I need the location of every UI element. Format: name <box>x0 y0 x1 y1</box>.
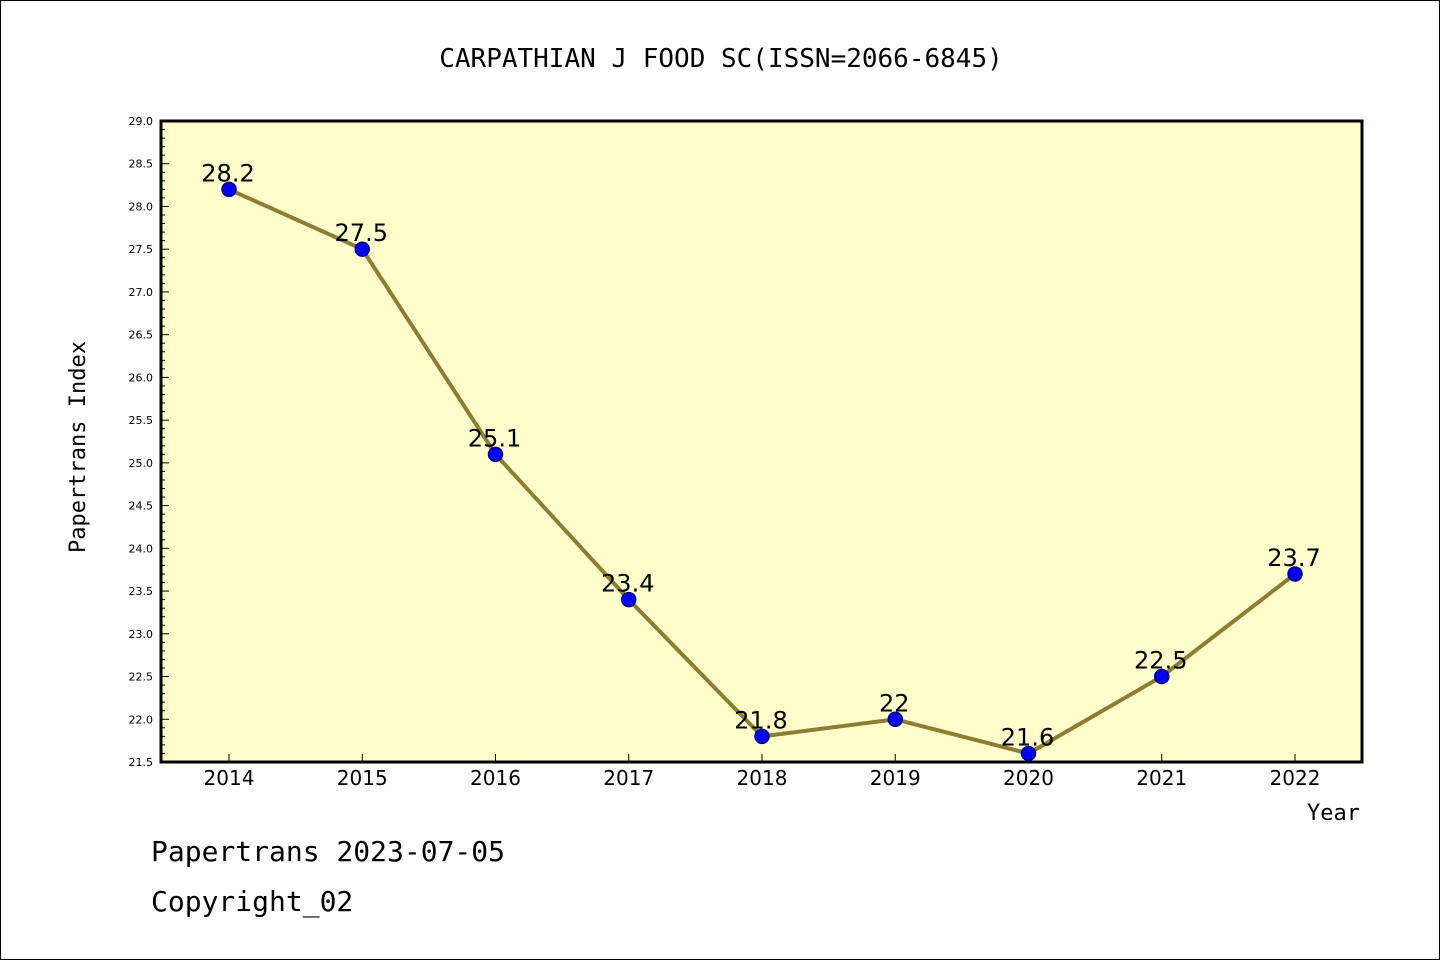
x-tick-label: 2022 <box>1270 766 1321 790</box>
footer-date: Papertrans 2023-07-05 <box>151 835 506 868</box>
data-label: 28.2 <box>201 159 254 187</box>
y-tick-label: 21.5 <box>129 756 154 769</box>
x-tick-label: 2017 <box>603 766 654 790</box>
plot-area <box>159 119 1364 764</box>
x-axis: 2014 2015 2016 2017 2018 2019 2020 2021 2022 <box>204 754 1321 790</box>
x-tick-label: 2014 <box>204 766 255 790</box>
x-tick-label: 2016 <box>470 766 521 790</box>
y-axis: 21.5 22.0 22.5 23.0 23.5 24.0 24.5 25.0 25.5 26.0… <box>129 115 169 769</box>
data-label: 23.7 <box>1267 544 1320 572</box>
data-point <box>754 728 770 745</box>
y-tick-label: 27.5 <box>129 243 154 256</box>
x-tick-label: 2019 <box>870 766 921 790</box>
y-tick-label: 28.0 <box>129 200 154 213</box>
y-axis-label: Papertrans Index <box>66 341 91 553</box>
y-tick-label: 23.0 <box>129 628 154 641</box>
y-tick-label: 22.5 <box>129 671 154 684</box>
data-label: 21.6 <box>1001 723 1054 751</box>
x-tick-label: 2015 <box>337 766 388 790</box>
data-labels: 28.2 27.5 25.1 23.4 21.8 22 21.6 22.5 23.7 <box>201 159 1320 751</box>
data-label: 22 <box>879 689 910 717</box>
data-point <box>887 711 903 728</box>
y-tick-label: 23.5 <box>129 585 154 598</box>
y-tick-label: 25.5 <box>129 414 154 427</box>
y-tick-label: 24.5 <box>129 500 154 513</box>
data-label: 23.4 <box>601 570 654 598</box>
data-point <box>621 591 637 608</box>
data-point <box>1287 566 1303 582</box>
data-point <box>221 181 237 198</box>
y-tick-label: 26.0 <box>129 371 154 384</box>
x-tick-label: 2021 <box>1136 766 1187 790</box>
y-tick-label: 28.5 <box>129 158 154 171</box>
data-label: 27.5 <box>335 219 388 247</box>
data-label: 22.5 <box>1134 647 1187 675</box>
x-tick-label: 2020 <box>1003 766 1054 790</box>
y-tick-label: 25.0 <box>129 457 154 470</box>
series-markers <box>221 181 1303 762</box>
y-tick-label: 24.0 <box>129 542 154 555</box>
y-tick-label: 29.0 <box>129 115 154 128</box>
chart-title: CARPATHIAN J FOOD SC(ISSN=2066-6845) <box>439 44 1003 74</box>
x-axis-label: Year <box>1307 801 1360 826</box>
data-point <box>1020 745 1037 762</box>
y-tick-label: 27.0 <box>129 286 154 299</box>
y-tick-label: 22.0 <box>129 713 154 726</box>
footer-copyright: Copyright_02 <box>151 885 354 918</box>
data-point <box>1154 668 1170 685</box>
data-label: 25.1 <box>468 424 521 452</box>
data-label: 21.8 <box>734 706 787 734</box>
x-tick-label: 2018 <box>737 766 788 790</box>
data-point <box>354 241 370 257</box>
y-tick-label: 26.5 <box>129 329 154 342</box>
data-point <box>487 446 504 463</box>
